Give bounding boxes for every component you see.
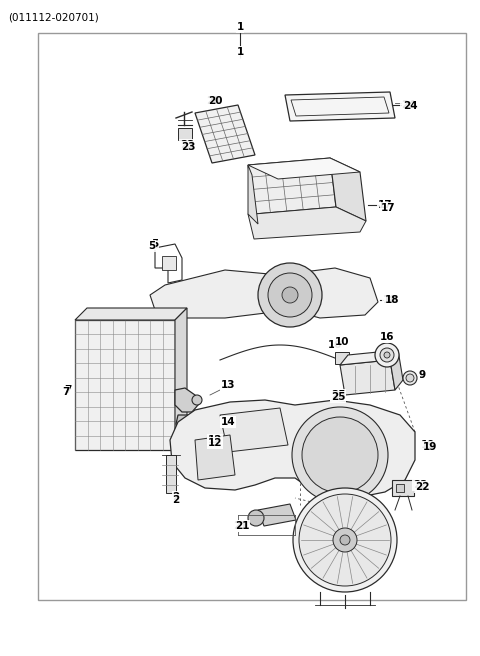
Text: 24: 24 xyxy=(401,100,415,110)
Bar xyxy=(178,128,192,140)
Circle shape xyxy=(340,535,350,545)
Text: 24: 24 xyxy=(403,101,417,111)
Polygon shape xyxy=(248,158,360,179)
Circle shape xyxy=(192,395,202,405)
Text: 21: 21 xyxy=(233,521,247,531)
Polygon shape xyxy=(175,308,187,450)
Polygon shape xyxy=(195,105,255,163)
Circle shape xyxy=(333,528,357,552)
Polygon shape xyxy=(248,158,336,214)
Text: 13: 13 xyxy=(221,380,235,390)
Text: 23: 23 xyxy=(181,142,195,152)
Circle shape xyxy=(258,263,322,327)
Text: 1: 1 xyxy=(236,47,244,57)
Polygon shape xyxy=(195,435,235,480)
Polygon shape xyxy=(170,400,415,498)
Text: 20: 20 xyxy=(208,96,222,106)
Text: (011112-020701): (011112-020701) xyxy=(8,12,99,22)
Text: 5: 5 xyxy=(151,239,158,249)
Text: 22: 22 xyxy=(413,480,427,490)
Polygon shape xyxy=(220,408,288,452)
Text: 19: 19 xyxy=(423,442,437,452)
Text: 25: 25 xyxy=(331,392,345,402)
Circle shape xyxy=(292,407,388,503)
Circle shape xyxy=(302,417,378,493)
Text: 17: 17 xyxy=(381,203,396,213)
Text: 5: 5 xyxy=(148,241,156,251)
Polygon shape xyxy=(340,360,395,395)
Polygon shape xyxy=(176,415,195,432)
Circle shape xyxy=(403,371,417,385)
Circle shape xyxy=(380,348,394,362)
Text: 18: 18 xyxy=(383,295,397,305)
Polygon shape xyxy=(75,320,175,450)
Circle shape xyxy=(299,494,391,586)
Polygon shape xyxy=(150,268,378,318)
Text: 18: 18 xyxy=(385,295,399,305)
Text: 14: 14 xyxy=(221,417,235,427)
Text: 17: 17 xyxy=(378,200,392,210)
Text: 2: 2 xyxy=(172,495,180,505)
Bar xyxy=(335,352,349,364)
Polygon shape xyxy=(330,158,366,221)
Text: 9: 9 xyxy=(419,370,426,380)
Circle shape xyxy=(384,352,390,358)
Text: 14: 14 xyxy=(221,417,235,427)
Text: 2: 2 xyxy=(172,492,180,502)
Circle shape xyxy=(192,410,202,420)
Circle shape xyxy=(248,510,264,526)
Text: 21: 21 xyxy=(235,521,249,531)
Text: 9: 9 xyxy=(419,370,426,380)
Text: 22: 22 xyxy=(415,482,429,492)
Circle shape xyxy=(268,273,312,317)
Text: 12: 12 xyxy=(208,435,222,445)
Bar xyxy=(162,256,176,270)
Circle shape xyxy=(282,287,298,303)
Circle shape xyxy=(375,343,399,367)
Polygon shape xyxy=(248,165,258,224)
Bar xyxy=(396,484,404,492)
Text: 13: 13 xyxy=(221,380,235,390)
Bar xyxy=(38,33,466,600)
Polygon shape xyxy=(390,350,403,390)
Text: 19: 19 xyxy=(421,440,435,450)
Text: 23: 23 xyxy=(180,140,194,150)
Circle shape xyxy=(293,488,397,592)
Text: 16: 16 xyxy=(380,332,394,342)
Text: 7: 7 xyxy=(64,385,72,395)
Text: 7: 7 xyxy=(62,387,70,397)
Text: 20: 20 xyxy=(206,96,220,106)
Polygon shape xyxy=(340,350,398,365)
Text: 10: 10 xyxy=(328,340,342,350)
Polygon shape xyxy=(258,504,296,526)
Polygon shape xyxy=(75,308,187,320)
Bar xyxy=(392,480,414,496)
Text: 12: 12 xyxy=(208,438,222,448)
Bar xyxy=(166,455,176,493)
Polygon shape xyxy=(285,92,395,121)
Polygon shape xyxy=(248,207,366,239)
Text: 25: 25 xyxy=(331,390,345,400)
Circle shape xyxy=(406,374,414,382)
Text: 1: 1 xyxy=(236,22,244,32)
Text: 10: 10 xyxy=(335,337,349,347)
Polygon shape xyxy=(175,388,198,412)
Text: 16: 16 xyxy=(380,332,394,342)
